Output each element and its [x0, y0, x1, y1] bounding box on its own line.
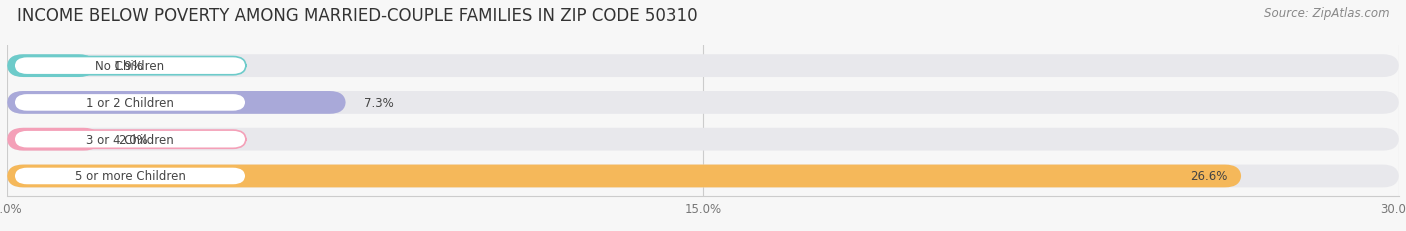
Text: 7.3%: 7.3% — [364, 97, 394, 109]
FancyBboxPatch shape — [14, 131, 246, 149]
FancyBboxPatch shape — [7, 165, 1241, 188]
Text: 5 or more Children: 5 or more Children — [75, 170, 186, 183]
Text: INCOME BELOW POVERTY AMONG MARRIED-COUPLE FAMILIES IN ZIP CODE 50310: INCOME BELOW POVERTY AMONG MARRIED-COUPL… — [17, 7, 697, 25]
FancyBboxPatch shape — [7, 55, 1399, 78]
Text: No Children: No Children — [96, 60, 165, 73]
FancyBboxPatch shape — [7, 128, 100, 151]
FancyBboxPatch shape — [14, 94, 246, 112]
FancyBboxPatch shape — [7, 55, 96, 78]
FancyBboxPatch shape — [14, 167, 246, 185]
Text: 26.6%: 26.6% — [1189, 170, 1227, 183]
FancyBboxPatch shape — [7, 165, 1399, 188]
FancyBboxPatch shape — [7, 92, 346, 114]
Text: 2.0%: 2.0% — [118, 133, 148, 146]
Text: 1 or 2 Children: 1 or 2 Children — [86, 97, 174, 109]
FancyBboxPatch shape — [7, 92, 1399, 114]
FancyBboxPatch shape — [14, 57, 246, 76]
Text: 3 or 4 Children: 3 or 4 Children — [86, 133, 174, 146]
FancyBboxPatch shape — [7, 128, 1399, 151]
Text: 1.9%: 1.9% — [114, 60, 143, 73]
Text: Source: ZipAtlas.com: Source: ZipAtlas.com — [1264, 7, 1389, 20]
